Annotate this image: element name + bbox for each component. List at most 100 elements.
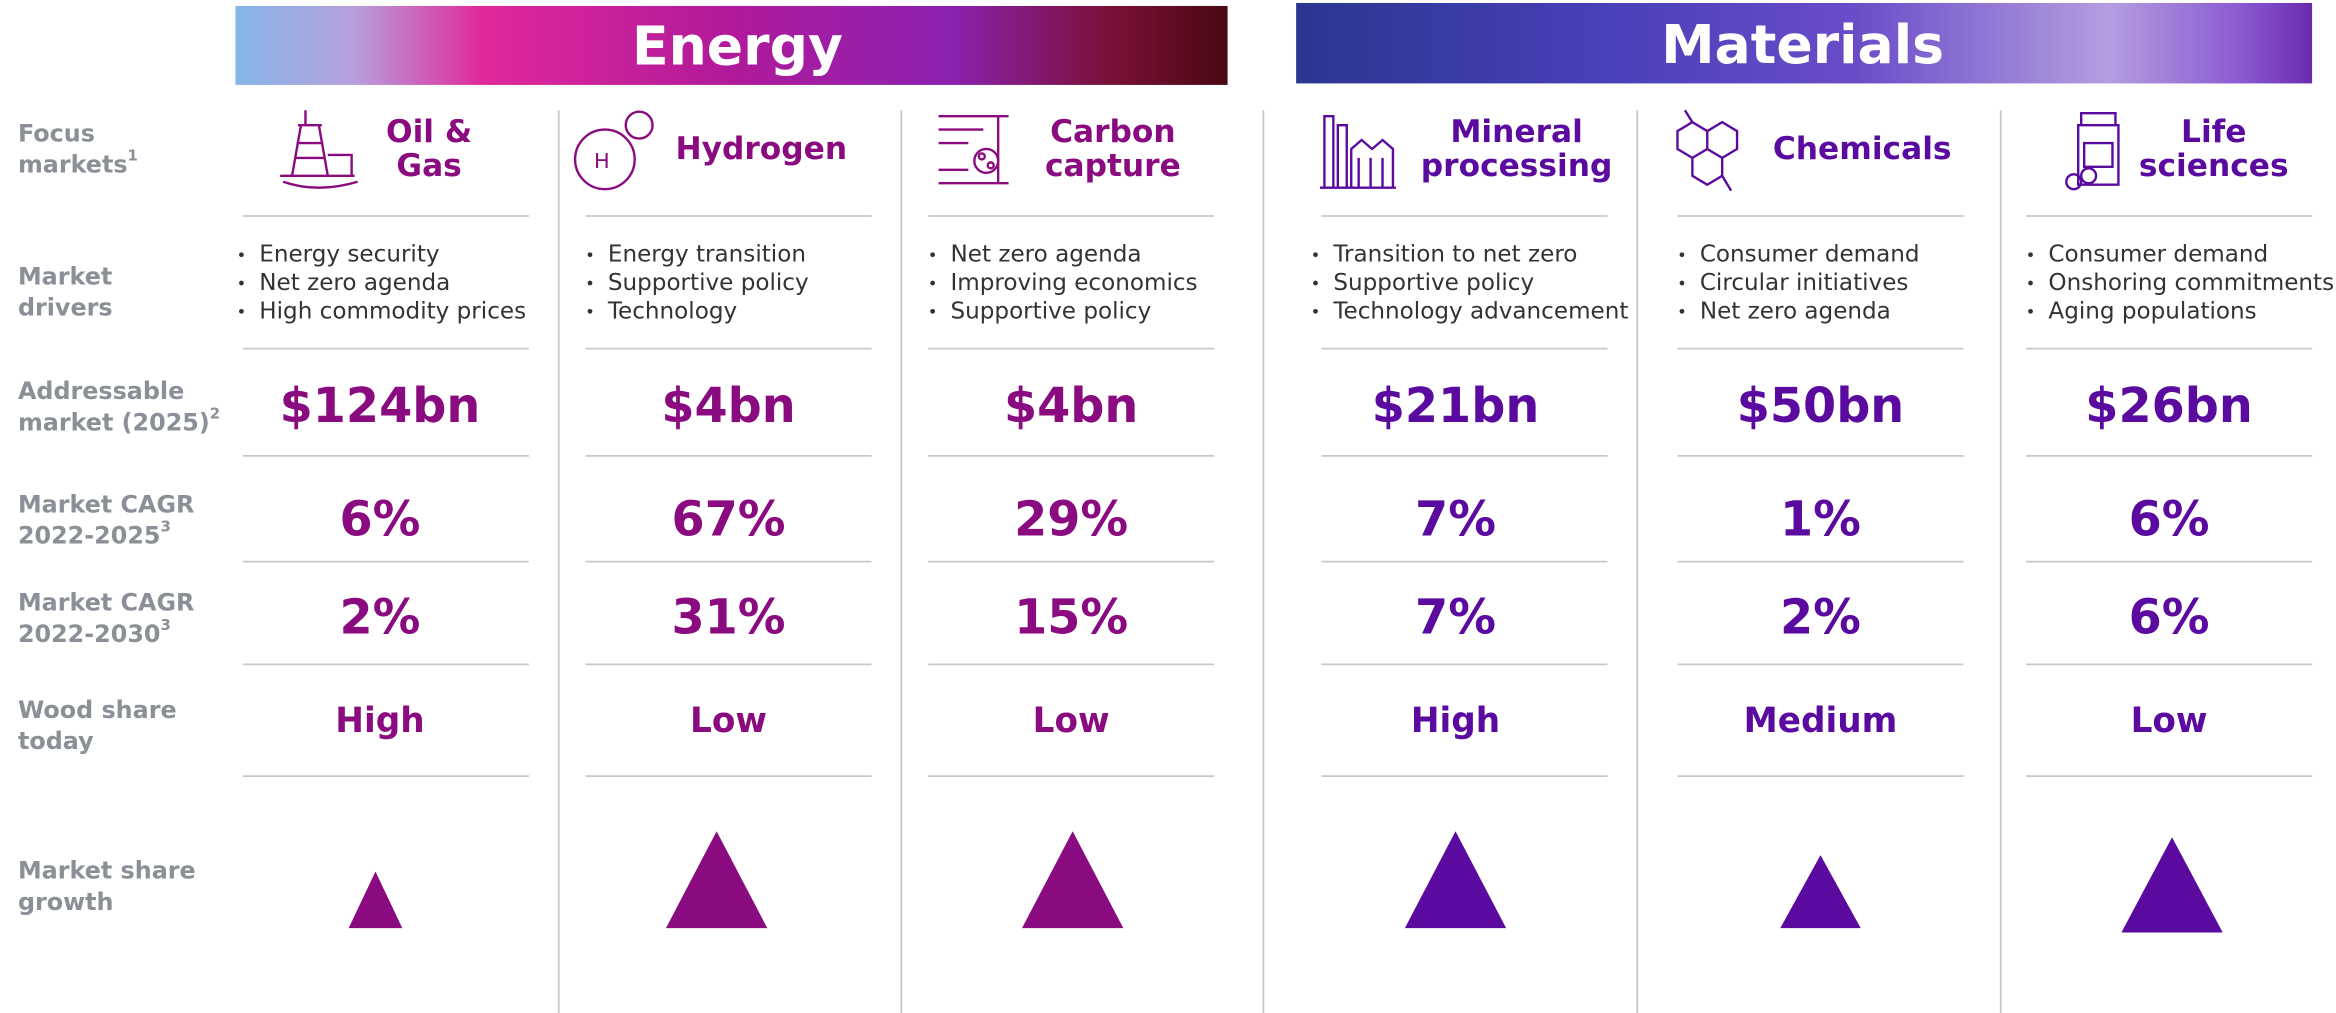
- bullet: [1679, 252, 1685, 258]
- bullet: [239, 280, 244, 286]
- driver: Transition to net zero: [1332, 242, 1577, 268]
- cagr-2025: 7%: [1415, 492, 1496, 547]
- driver: Supportive policy: [608, 270, 809, 296]
- row-label: today: [18, 727, 94, 755]
- bullet: [1313, 280, 1318, 286]
- driver: High commodity prices: [259, 298, 526, 324]
- row-label: Market CAGR: [18, 589, 194, 617]
- bullet: [1313, 308, 1318, 314]
- addressable-market: $50bn: [1737, 379, 1905, 434]
- row-label-text: markets: [18, 151, 128, 179]
- bullet: [2028, 252, 2033, 258]
- cagr-2030: 15%: [1014, 591, 1128, 646]
- driver: Technology advancement: [1332, 298, 1628, 324]
- row-label-text: Focus: [18, 119, 95, 147]
- cagr-2030: 31%: [671, 591, 785, 646]
- driver: Supportive policy: [951, 298, 1152, 324]
- driver: Energy security: [259, 242, 439, 268]
- oil-rig-icon: [280, 110, 358, 189]
- footnote-mark: 1: [128, 147, 138, 165]
- market-name: Hydrogen: [675, 131, 847, 167]
- driver: Supportive policy: [1333, 270, 1534, 296]
- cagr-2025: 29%: [1014, 492, 1128, 547]
- market-name: Chemicals: [1773, 131, 1952, 167]
- bullet: [239, 252, 244, 258]
- row-label-text: growth: [18, 888, 114, 916]
- cagr-2025: 67%: [671, 492, 785, 547]
- row-label: market (2025)2: [18, 404, 220, 436]
- bullet: [2028, 280, 2033, 286]
- cagr-2030: 7%: [1415, 591, 1496, 646]
- svg-text:H: H: [594, 149, 610, 173]
- footnote-mark: 2: [210, 404, 220, 422]
- cagr-2025: 6%: [2129, 492, 2210, 547]
- group-title: Materials: [1661, 13, 1944, 76]
- row-label: Market CAGR: [18, 490, 194, 518]
- growth-triangle: [1022, 831, 1124, 929]
- cagr-2030: 6%: [2129, 591, 2210, 646]
- share-today: High: [335, 701, 424, 741]
- driver: Improving economics: [951, 270, 1198, 296]
- cagr-2025: 6%: [339, 492, 420, 547]
- row-label-text: Market: [18, 262, 112, 290]
- energy-banner: [235, 5, 1228, 85]
- share-today: Medium: [1744, 701, 1898, 741]
- row-label-text: drivers: [18, 294, 113, 322]
- bullet: [930, 252, 936, 258]
- row-label: Market: [18, 262, 112, 290]
- footnote-mark: 3: [160, 616, 170, 634]
- row-label: 2022-20253: [18, 518, 171, 550]
- market-name: sciences: [2139, 148, 2289, 184]
- market-name: Oil &: [386, 114, 472, 150]
- cagr-2030: 2%: [1780, 591, 1861, 646]
- row-label: 2022-20303: [18, 616, 171, 648]
- row-label: Addressable: [18, 377, 184, 405]
- addressable-market: $4bn: [661, 379, 795, 434]
- driver: Aging populations: [2048, 298, 2256, 324]
- addressable-market: $124bn: [280, 379, 481, 434]
- driver: Net zero agenda: [1700, 298, 1891, 324]
- row-label-text: market (2025): [18, 408, 210, 436]
- share-today: Low: [1033, 701, 1110, 741]
- share-today: High: [1411, 701, 1500, 741]
- market-name: capture: [1045, 148, 1181, 184]
- market-name: Carbon: [1050, 114, 1176, 150]
- cagr-2030: 2%: [339, 591, 420, 646]
- bullet: [587, 252, 593, 258]
- market-name: Life: [2181, 114, 2246, 150]
- bullet: [587, 308, 593, 314]
- bullet: [930, 308, 936, 314]
- row-label: markets1: [18, 147, 138, 179]
- life-sciences-icon: [2065, 112, 2120, 191]
- bullet: [930, 280, 936, 286]
- bullet: [1313, 252, 1318, 258]
- row-label-text: Addressable: [18, 377, 184, 405]
- share-today: Low: [2131, 701, 2208, 741]
- chemicals-icon: [1676, 109, 1739, 192]
- row-label-text: Market CAGR: [18, 490, 194, 518]
- growth-triangle: [1404, 831, 1507, 929]
- driver: Circular initiatives: [1700, 270, 1909, 296]
- bullet: [587, 280, 593, 286]
- addressable-market: $4bn: [1004, 379, 1138, 434]
- addressable-market: $21bn: [1372, 379, 1540, 434]
- growth-triangle: [348, 871, 403, 929]
- row-label: growth: [18, 888, 114, 916]
- row-label-text: 2022-2030: [18, 620, 161, 648]
- row-label-text: 2022-2025: [18, 522, 161, 550]
- growth-triangle: [1780, 855, 1861, 929]
- market-name: Mineral: [1450, 114, 1583, 150]
- market-name: Gas: [396, 148, 461, 184]
- market-name: processing: [1421, 148, 1613, 184]
- growth-triangle: [665, 831, 768, 929]
- driver: Technology: [607, 298, 737, 324]
- bullet: [1679, 308, 1685, 314]
- driver: Onshoring commitments: [2048, 270, 2334, 296]
- row-label: drivers: [18, 294, 113, 322]
- bullet: [2028, 308, 2033, 314]
- driver: Energy transition: [608, 242, 806, 268]
- materials-banner: [1296, 2, 2313, 84]
- cagr-2025: 1%: [1780, 492, 1861, 547]
- driver: Net zero agenda: [951, 242, 1142, 268]
